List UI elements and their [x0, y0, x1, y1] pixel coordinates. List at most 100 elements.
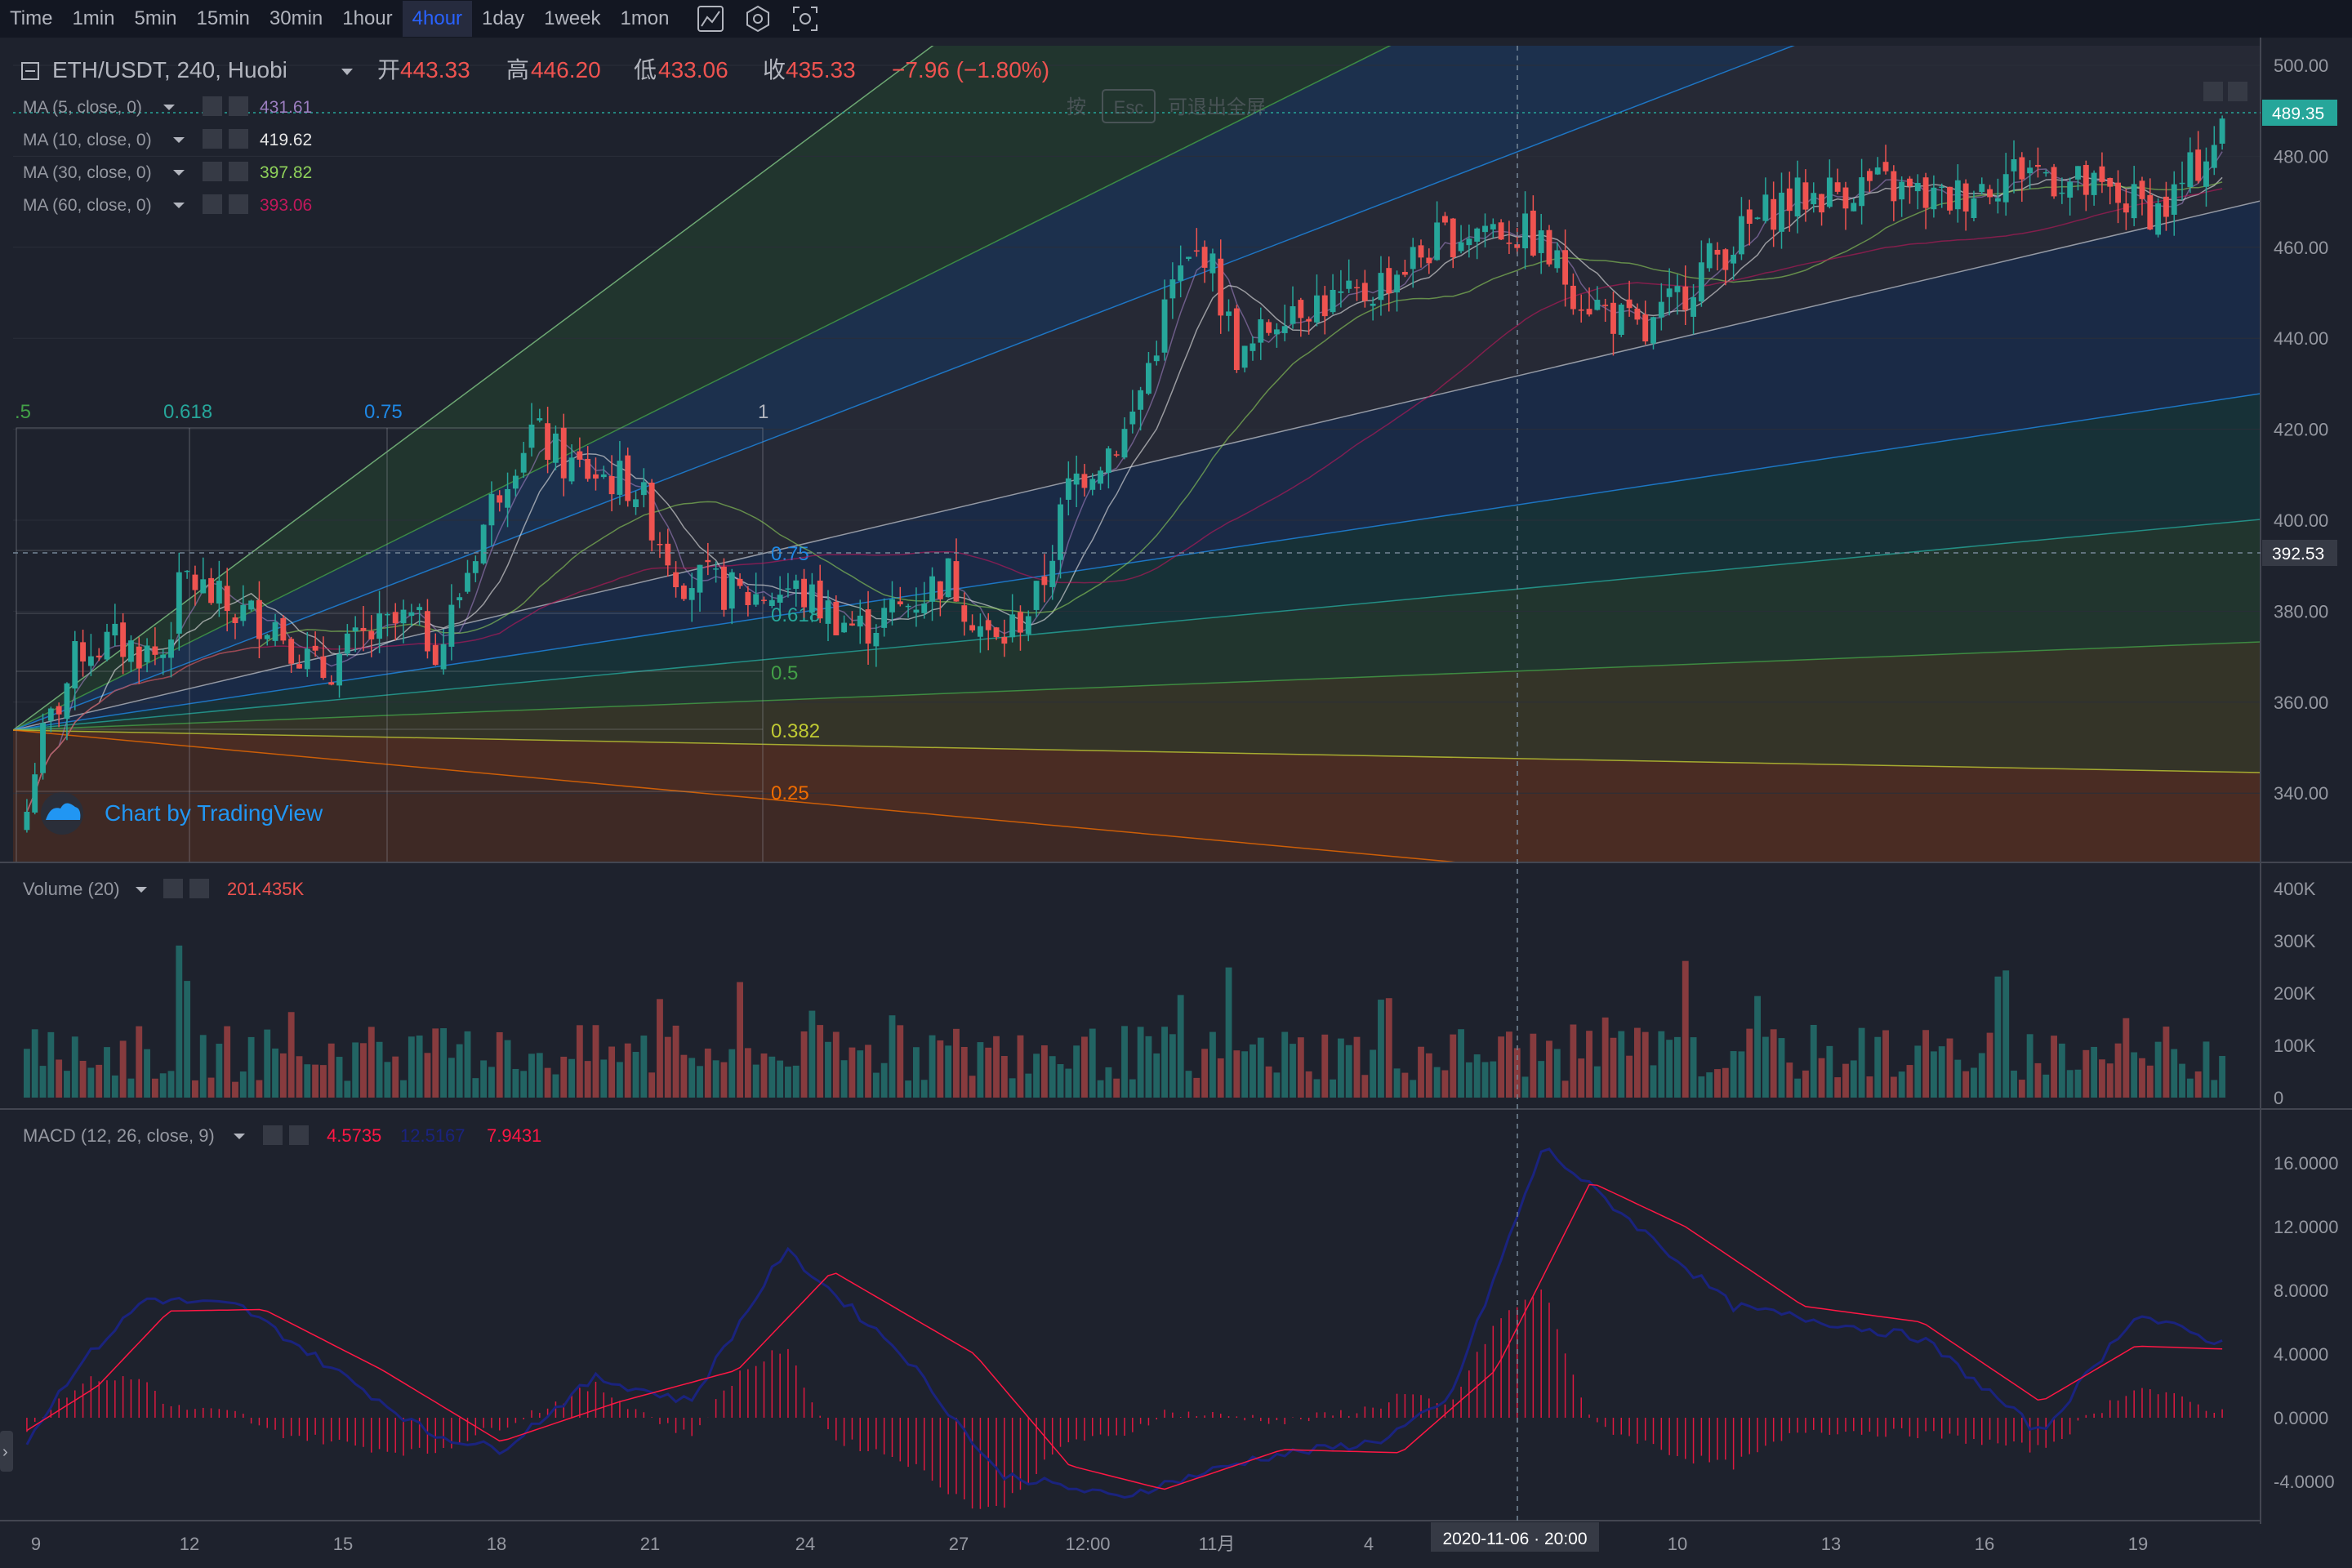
candle-body [248, 600, 255, 610]
volume-bar [1618, 1031, 1625, 1098]
macd-settings-icon[interactable] [263, 1125, 283, 1145]
watermark-text[interactable]: Chart by TradingView [105, 800, 323, 826]
candle-body [1562, 250, 1569, 285]
candle-body [1129, 411, 1136, 425]
timeframe-30min[interactable]: 30min [269, 7, 323, 29]
symbol-dropdown-icon[interactable] [341, 69, 353, 75]
candle-body [761, 599, 767, 601]
tradingview-watermark[interactable]: Chart by TradingView [41, 792, 323, 835]
collapse-legend-icon[interactable] [21, 62, 39, 80]
timeframe-1day[interactable]: 1day [482, 7, 525, 29]
timeframe-15min[interactable]: 15min [196, 7, 250, 29]
ma-60-line [26, 188, 2223, 813]
volume-bar [47, 1031, 55, 1098]
volume-bar [777, 1060, 784, 1098]
pane-maximize-icon[interactable] [2228, 82, 2247, 101]
indicator-settings-icon[interactable] [203, 129, 222, 149]
screenshot-icon[interactable] [789, 2, 822, 35]
macd-axis[interactable]: 16.0000 12.0000 8.0000 4.0000 0.0000 -4.0000 [2274, 1153, 2339, 1492]
volume-bar [1281, 1031, 1289, 1098]
volume-axis[interactable]: 400K 300K 200K 100K 0 [2274, 879, 2316, 1108]
price-axis[interactable]: 500.00 480.00 460.00 440.00 420.00 400.00 380.… [2262, 56, 2337, 804]
indicator-dropdown-icon[interactable] [163, 105, 175, 110]
indicator-dropdown-icon[interactable] [173, 137, 185, 143]
volume-bar [1361, 1075, 1369, 1098]
indicator-label[interactable]: MA (30, close, 0) [23, 163, 152, 182]
volume-bar [865, 1045, 871, 1098]
candle-body [1586, 309, 1592, 315]
indicator-close-icon[interactable] [229, 194, 248, 214]
volume-settings-icon[interactable] [163, 879, 183, 898]
volume-bar [504, 1040, 511, 1098]
indicator-close-icon[interactable] [229, 96, 248, 116]
timeframe-1min[interactable]: 1min [72, 7, 115, 29]
candle-body [24, 812, 30, 831]
macd-label[interactable]: MACD (12, 26, close, 9) [23, 1125, 215, 1146]
macd-dropdown-icon[interactable] [234, 1134, 245, 1139]
volume-bar [264, 1029, 271, 1098]
indicator-label[interactable]: MA (10, close, 0) [23, 131, 152, 149]
candle-body [2155, 203, 2162, 235]
volume-bar [680, 1054, 688, 1098]
indicator-close-icon[interactable] [229, 162, 248, 181]
volume-bar [920, 1080, 928, 1098]
timeframe-time[interactable]: Time [10, 7, 53, 29]
candle-body [2123, 203, 2129, 213]
indicator-settings-icon[interactable] [203, 194, 222, 214]
volume-bar [1505, 1031, 1512, 1098]
volume-dropdown-icon[interactable] [136, 887, 147, 893]
timeframe-4hour[interactable]: 4hour [402, 1, 473, 37]
volume-bar [1706, 1072, 1713, 1098]
volume-bar [279, 1053, 287, 1098]
candle-body [497, 495, 503, 503]
pane-move-up-icon[interactable] [2203, 82, 2223, 101]
timeframe-1week[interactable]: 1week [544, 7, 601, 29]
volume-bar [664, 1036, 671, 1098]
candle-body [80, 642, 87, 662]
volume-close-icon[interactable] [189, 879, 209, 898]
volume-bar [1978, 1053, 1985, 1098]
indicator-dropdown-icon[interactable] [173, 170, 185, 176]
timeframe-1hour[interactable]: 1hour [342, 7, 393, 29]
indicator-label[interactable]: MA (60, close, 0) [23, 196, 152, 215]
volume-bar [1561, 1080, 1569, 1098]
macd-tick: 12.0000 [2274, 1217, 2339, 1237]
macd-close-icon[interactable] [289, 1125, 309, 1145]
volume-bar [488, 1067, 495, 1098]
candle-body [1250, 343, 1256, 351]
sidebar-expand-handle[interactable] [0, 1431, 13, 1472]
candle-body [697, 564, 703, 593]
timeframe-5min[interactable]: 5min [134, 7, 177, 29]
candle-body [665, 543, 671, 566]
candle-body [144, 645, 150, 662]
macd-tick: 0.0000 [2274, 1408, 2328, 1428]
candle-body [465, 572, 470, 592]
candle-body [2131, 184, 2137, 219]
volume-bar [929, 1035, 936, 1098]
settings-icon[interactable] [742, 2, 774, 35]
indicator-settings-icon[interactable] [203, 162, 222, 181]
indicator-settings-icon[interactable] [203, 96, 222, 116]
volume-bar [304, 1064, 311, 1098]
indicator-label[interactable]: MA (5, close, 0) [23, 98, 142, 117]
indicators-icon[interactable] [694, 2, 727, 35]
time-axis[interactable]: 9 12 15 18 21 24 27 12:00 11月 4 10 13 16 19 2020-11-06… [31, 1522, 2148, 1554]
low-label: 低 [634, 57, 657, 82]
candle-body [2115, 182, 2121, 203]
candle-body [40, 723, 46, 773]
symbol-title[interactable]: ETH/USDT, 240, Huobi [52, 57, 287, 82]
indicator-close-icon[interactable] [229, 129, 248, 149]
volume-bar [953, 1028, 960, 1098]
candle-body [1378, 273, 1384, 301]
volume-label[interactable]: Volume (20) [23, 879, 120, 899]
timeframe-list: Time 1min 5min 15min 30min 1hour 4hour 1day 1wee… [0, 1, 679, 37]
volume-bar [1410, 1080, 1417, 1098]
timeframe-1mon[interactable]: 1mon [620, 7, 670, 29]
volume-bar [199, 1035, 207, 1098]
volume-bar [2163, 1027, 2170, 1098]
volume-bar [136, 1026, 143, 1098]
candle-body [873, 633, 880, 647]
indicator-dropdown-icon[interactable] [173, 203, 185, 208]
volume-bar [79, 1060, 87, 1098]
